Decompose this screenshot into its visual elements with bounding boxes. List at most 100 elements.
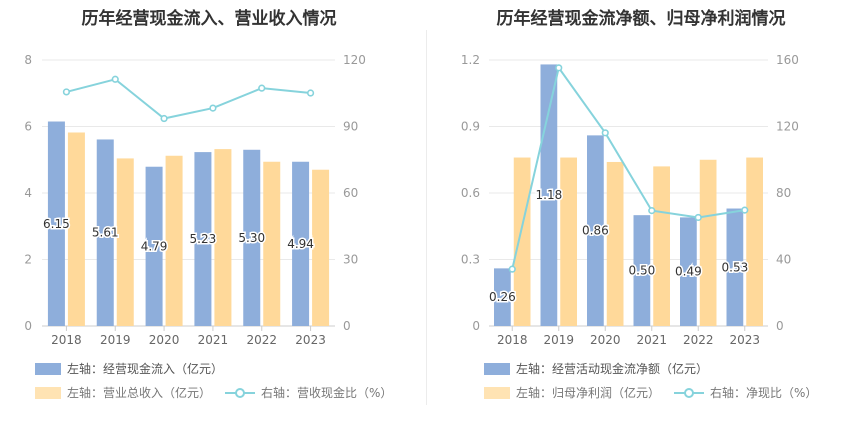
bar-series-2 xyxy=(312,169,330,326)
bar-series-1 xyxy=(145,166,163,326)
cash-inflow-revenue-chart: 0 0 2 30 4 60 6 90 8 120 2018 6.15 2019 5.61 2020 4.79 2… xyxy=(24,53,366,347)
bar-data-label: 4.79 xyxy=(141,239,168,253)
right-axis-tick-label: 160 xyxy=(776,53,799,67)
x-axis-tick-label: 2020 xyxy=(590,333,621,347)
right-axis-tick-label: 80 xyxy=(776,186,791,200)
bar-data-label: 5.30 xyxy=(238,231,265,245)
right-axis-tick-label: 120 xyxy=(776,120,799,134)
line-point xyxy=(258,84,266,92)
x-axis-tick-label: 2018 xyxy=(497,333,528,347)
bar-series-1 xyxy=(587,135,604,326)
bar-data-label: 1.18 xyxy=(536,188,563,202)
legend-line-icon xyxy=(674,387,705,398)
x-axis-tick-label: 2019 xyxy=(100,333,131,347)
bar-series-2 xyxy=(165,155,183,326)
bar-series-2 xyxy=(214,149,232,326)
bar-series-1 xyxy=(494,268,511,326)
bar-series-2 xyxy=(746,157,763,326)
right-axis-tick-label: 60 xyxy=(343,186,358,200)
legend-swatch xyxy=(35,362,61,375)
line-point xyxy=(648,207,656,215)
bar-series-1 xyxy=(726,208,744,326)
bar-series-1 xyxy=(96,139,114,326)
chart-legend: 左轴：经营现金流入（亿元） xyxy=(35,360,237,377)
left-axis-tick-label: 0.6 xyxy=(461,186,480,200)
bar-series-2 xyxy=(560,157,577,326)
legend-item-bar2[interactable]: 左轴：营业总收入（亿元） xyxy=(35,384,211,401)
bar-series-1 xyxy=(292,161,310,326)
legend-line-icon xyxy=(225,387,256,398)
line-point xyxy=(741,206,749,214)
x-axis-tick-label: 2023 xyxy=(295,333,326,347)
bar-data-label: 6.15 xyxy=(43,217,70,231)
x-axis-tick-label: 2023 xyxy=(729,333,760,347)
bar-data-label: 5.23 xyxy=(190,232,217,246)
line-point xyxy=(160,114,168,123)
bar-series-1 xyxy=(680,217,697,326)
left-axis-tick-label: 0 xyxy=(472,319,480,333)
bar-data-label: 0.26 xyxy=(489,290,516,304)
legend-item-bar1[interactable]: 左轴：经营现金流入（亿元） xyxy=(35,360,223,377)
legend-label: 左轴：经营活动现金流净额（亿元） xyxy=(516,362,709,376)
bar-series-2 xyxy=(606,161,624,326)
bar-series-1 xyxy=(243,149,261,326)
bar-series-1 xyxy=(47,121,65,326)
left-axis-tick-label: 0.9 xyxy=(461,120,480,134)
panel-divider xyxy=(426,30,427,405)
bar-data-label: 5.61 xyxy=(92,226,119,240)
x-axis-tick-label: 2022 xyxy=(683,333,714,347)
legend-label: 右轴：营收现金比（%） xyxy=(261,386,393,400)
right-axis-tick-label: 0 xyxy=(343,319,351,333)
legend-item-line[interactable]: 右轴：净现比（%） xyxy=(674,384,817,401)
line-point xyxy=(694,213,702,222)
line-series xyxy=(66,78,311,120)
left-axis-tick-label: 1.2 xyxy=(461,53,480,67)
left-axis-tick-label: 8 xyxy=(24,53,32,67)
line-point xyxy=(601,129,609,137)
right-axis-tick-label: 30 xyxy=(343,253,358,267)
x-axis-tick-label: 2019 xyxy=(543,333,574,347)
left-axis-tick-label: 0.3 xyxy=(461,253,480,267)
x-axis-tick-label: 2021 xyxy=(636,333,667,347)
bar-series-1 xyxy=(194,152,212,326)
bar-data-label: 0.86 xyxy=(582,224,609,238)
left-axis-tick-label: 4 xyxy=(24,186,32,200)
right-axis-tick-label: 90 xyxy=(343,120,358,134)
left-axis-tick-label: 0 xyxy=(24,319,32,333)
legend-swatch xyxy=(35,386,61,399)
legend-item-bar2[interactable]: 左轴：归母净利润（亿元） xyxy=(484,384,660,401)
bar-series-1 xyxy=(633,215,651,326)
legend-item-bar1[interactable]: 左轴：经营活动现金流净额（亿元） xyxy=(484,360,708,377)
bar-series-2 xyxy=(263,161,281,326)
net-cash-profit-chart: 0 0 0.3 40 0.6 80 0.9 120 1.2 160 2018 0.26 2019 1.18… xyxy=(461,53,799,347)
legend-label: 右轴：净现比（%） xyxy=(710,386,818,400)
line-point xyxy=(508,265,516,273)
line-series xyxy=(511,65,745,270)
bar-series-2 xyxy=(116,158,134,326)
bar-data-label: 0.49 xyxy=(675,265,702,279)
right-axis-tick-label: 40 xyxy=(776,253,791,267)
legend-label: 左轴：经营现金流入（亿元） xyxy=(67,362,224,376)
line-point xyxy=(306,89,315,97)
bar-series-2 xyxy=(67,132,85,326)
chart-legend: 左轴：归母净利润（亿元） 右轴：净现比（%） xyxy=(484,384,831,401)
right-axis-tick-label: 0 xyxy=(776,319,784,333)
line-point xyxy=(62,88,71,96)
legend-label: 左轴：营业总收入（亿元） xyxy=(67,386,212,400)
x-axis-tick-label: 2022 xyxy=(246,333,277,347)
bar-series-2 xyxy=(513,157,531,326)
line-point xyxy=(209,104,217,112)
x-axis-tick-label: 2018 xyxy=(51,333,82,347)
legend-item-line[interactable]: 右轴：营收现金比（%） xyxy=(225,384,392,401)
chart-legend: 左轴：经营活动现金流净额（亿元） xyxy=(484,360,722,377)
legend-label: 左轴：归母净利润（亿元） xyxy=(516,386,661,400)
chart-legend: 左轴：营业总收入（亿元） 右轴：营收现金比（%） xyxy=(35,384,406,401)
bar-series-2 xyxy=(653,166,670,326)
bar-data-label: 4.94 xyxy=(287,237,314,251)
bar-data-label: 0.50 xyxy=(629,264,656,278)
right-axis-tick-label: 120 xyxy=(343,53,366,67)
legend-swatch xyxy=(484,362,510,375)
x-axis-tick-label: 2020 xyxy=(149,333,180,347)
chart-title: 历年经营现金流入、营业收入情况 xyxy=(81,9,337,29)
legend-swatch xyxy=(484,386,510,399)
